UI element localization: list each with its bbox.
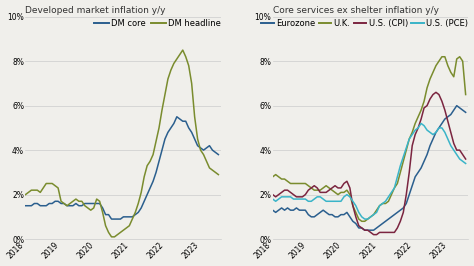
Eurozone	[362, 228, 367, 232]
U.S. (PCE)	[318, 195, 323, 198]
DM headline	[112, 235, 118, 238]
Eurozone	[454, 104, 460, 107]
DM core	[37, 204, 43, 207]
U.S. (PCE)	[270, 197, 275, 201]
U.S. (CPI)	[318, 191, 323, 194]
U.S. (PCE)	[329, 200, 335, 203]
U.S. (CPI)	[353, 215, 359, 218]
Eurozone	[285, 206, 291, 210]
DM headline	[106, 231, 111, 234]
DM core	[109, 218, 114, 221]
DM core	[106, 213, 111, 216]
U.K.	[463, 93, 468, 96]
U.K.	[439, 55, 445, 58]
U.S. (PCE)	[427, 131, 433, 134]
Text: Core services ex shelter inflation y/y: Core services ex shelter inflation y/y	[273, 6, 439, 15]
DM core	[174, 115, 180, 118]
U.S. (CPI)	[270, 193, 275, 196]
Eurozone	[424, 153, 430, 156]
Line: U.S. (CPI): U.S. (CPI)	[273, 92, 465, 235]
Line: U.S. (PCE): U.S. (PCE)	[273, 123, 465, 219]
U.S. (PCE)	[285, 195, 291, 198]
DM core	[112, 218, 118, 221]
Eurozone	[353, 222, 359, 225]
Eurozone	[329, 213, 335, 216]
DM headline	[70, 200, 76, 203]
Eurozone	[463, 111, 468, 114]
U.S. (PCE)	[463, 162, 468, 165]
U.S. (PCE)	[362, 218, 367, 221]
U.S. (CPI)	[433, 91, 439, 94]
U.S. (CPI)	[356, 224, 362, 227]
U.K.	[353, 211, 359, 214]
DM headline	[109, 235, 114, 238]
DM headline	[216, 173, 221, 176]
Eurozone	[270, 209, 275, 212]
DM headline	[23, 193, 28, 196]
Legend: Eurozone, U.K., U.S. (CPI), U.S. (PCE): Eurozone, U.K., U.S. (CPI), U.S. (PCE)	[261, 19, 468, 28]
U.K.	[270, 175, 275, 178]
Line: U.K.: U.K.	[273, 57, 465, 221]
DM headline	[180, 48, 186, 52]
Eurozone	[318, 211, 323, 214]
U.S. (PCE)	[353, 204, 359, 207]
U.K.	[424, 86, 430, 89]
U.S. (CPI)	[371, 233, 376, 236]
Line: DM headline: DM headline	[26, 50, 219, 237]
U.S. (CPI)	[463, 157, 468, 161]
U.S. (PCE)	[356, 211, 362, 214]
DM core	[70, 204, 76, 207]
U.S. (CPI)	[329, 186, 335, 190]
DM headline	[37, 191, 43, 194]
U.S. (CPI)	[285, 189, 291, 192]
U.K.	[285, 180, 291, 183]
U.K.	[329, 189, 335, 192]
U.K.	[318, 189, 323, 192]
DM core	[82, 202, 88, 205]
Eurozone	[356, 226, 362, 230]
Text: Developed market inflation y/y: Developed market inflation y/y	[26, 6, 166, 15]
U.S. (CPI)	[424, 104, 430, 107]
DM core	[23, 204, 28, 207]
DM headline	[82, 204, 88, 207]
DM headline	[177, 53, 182, 56]
U.K.	[359, 220, 365, 223]
U.K.	[356, 218, 362, 221]
Legend: DM core, DM headline: DM core, DM headline	[93, 19, 221, 28]
DM core	[216, 153, 221, 156]
Line: Eurozone: Eurozone	[273, 106, 465, 230]
DM core	[180, 120, 186, 123]
U.S. (PCE)	[418, 122, 424, 125]
Line: DM core: DM core	[26, 117, 219, 219]
